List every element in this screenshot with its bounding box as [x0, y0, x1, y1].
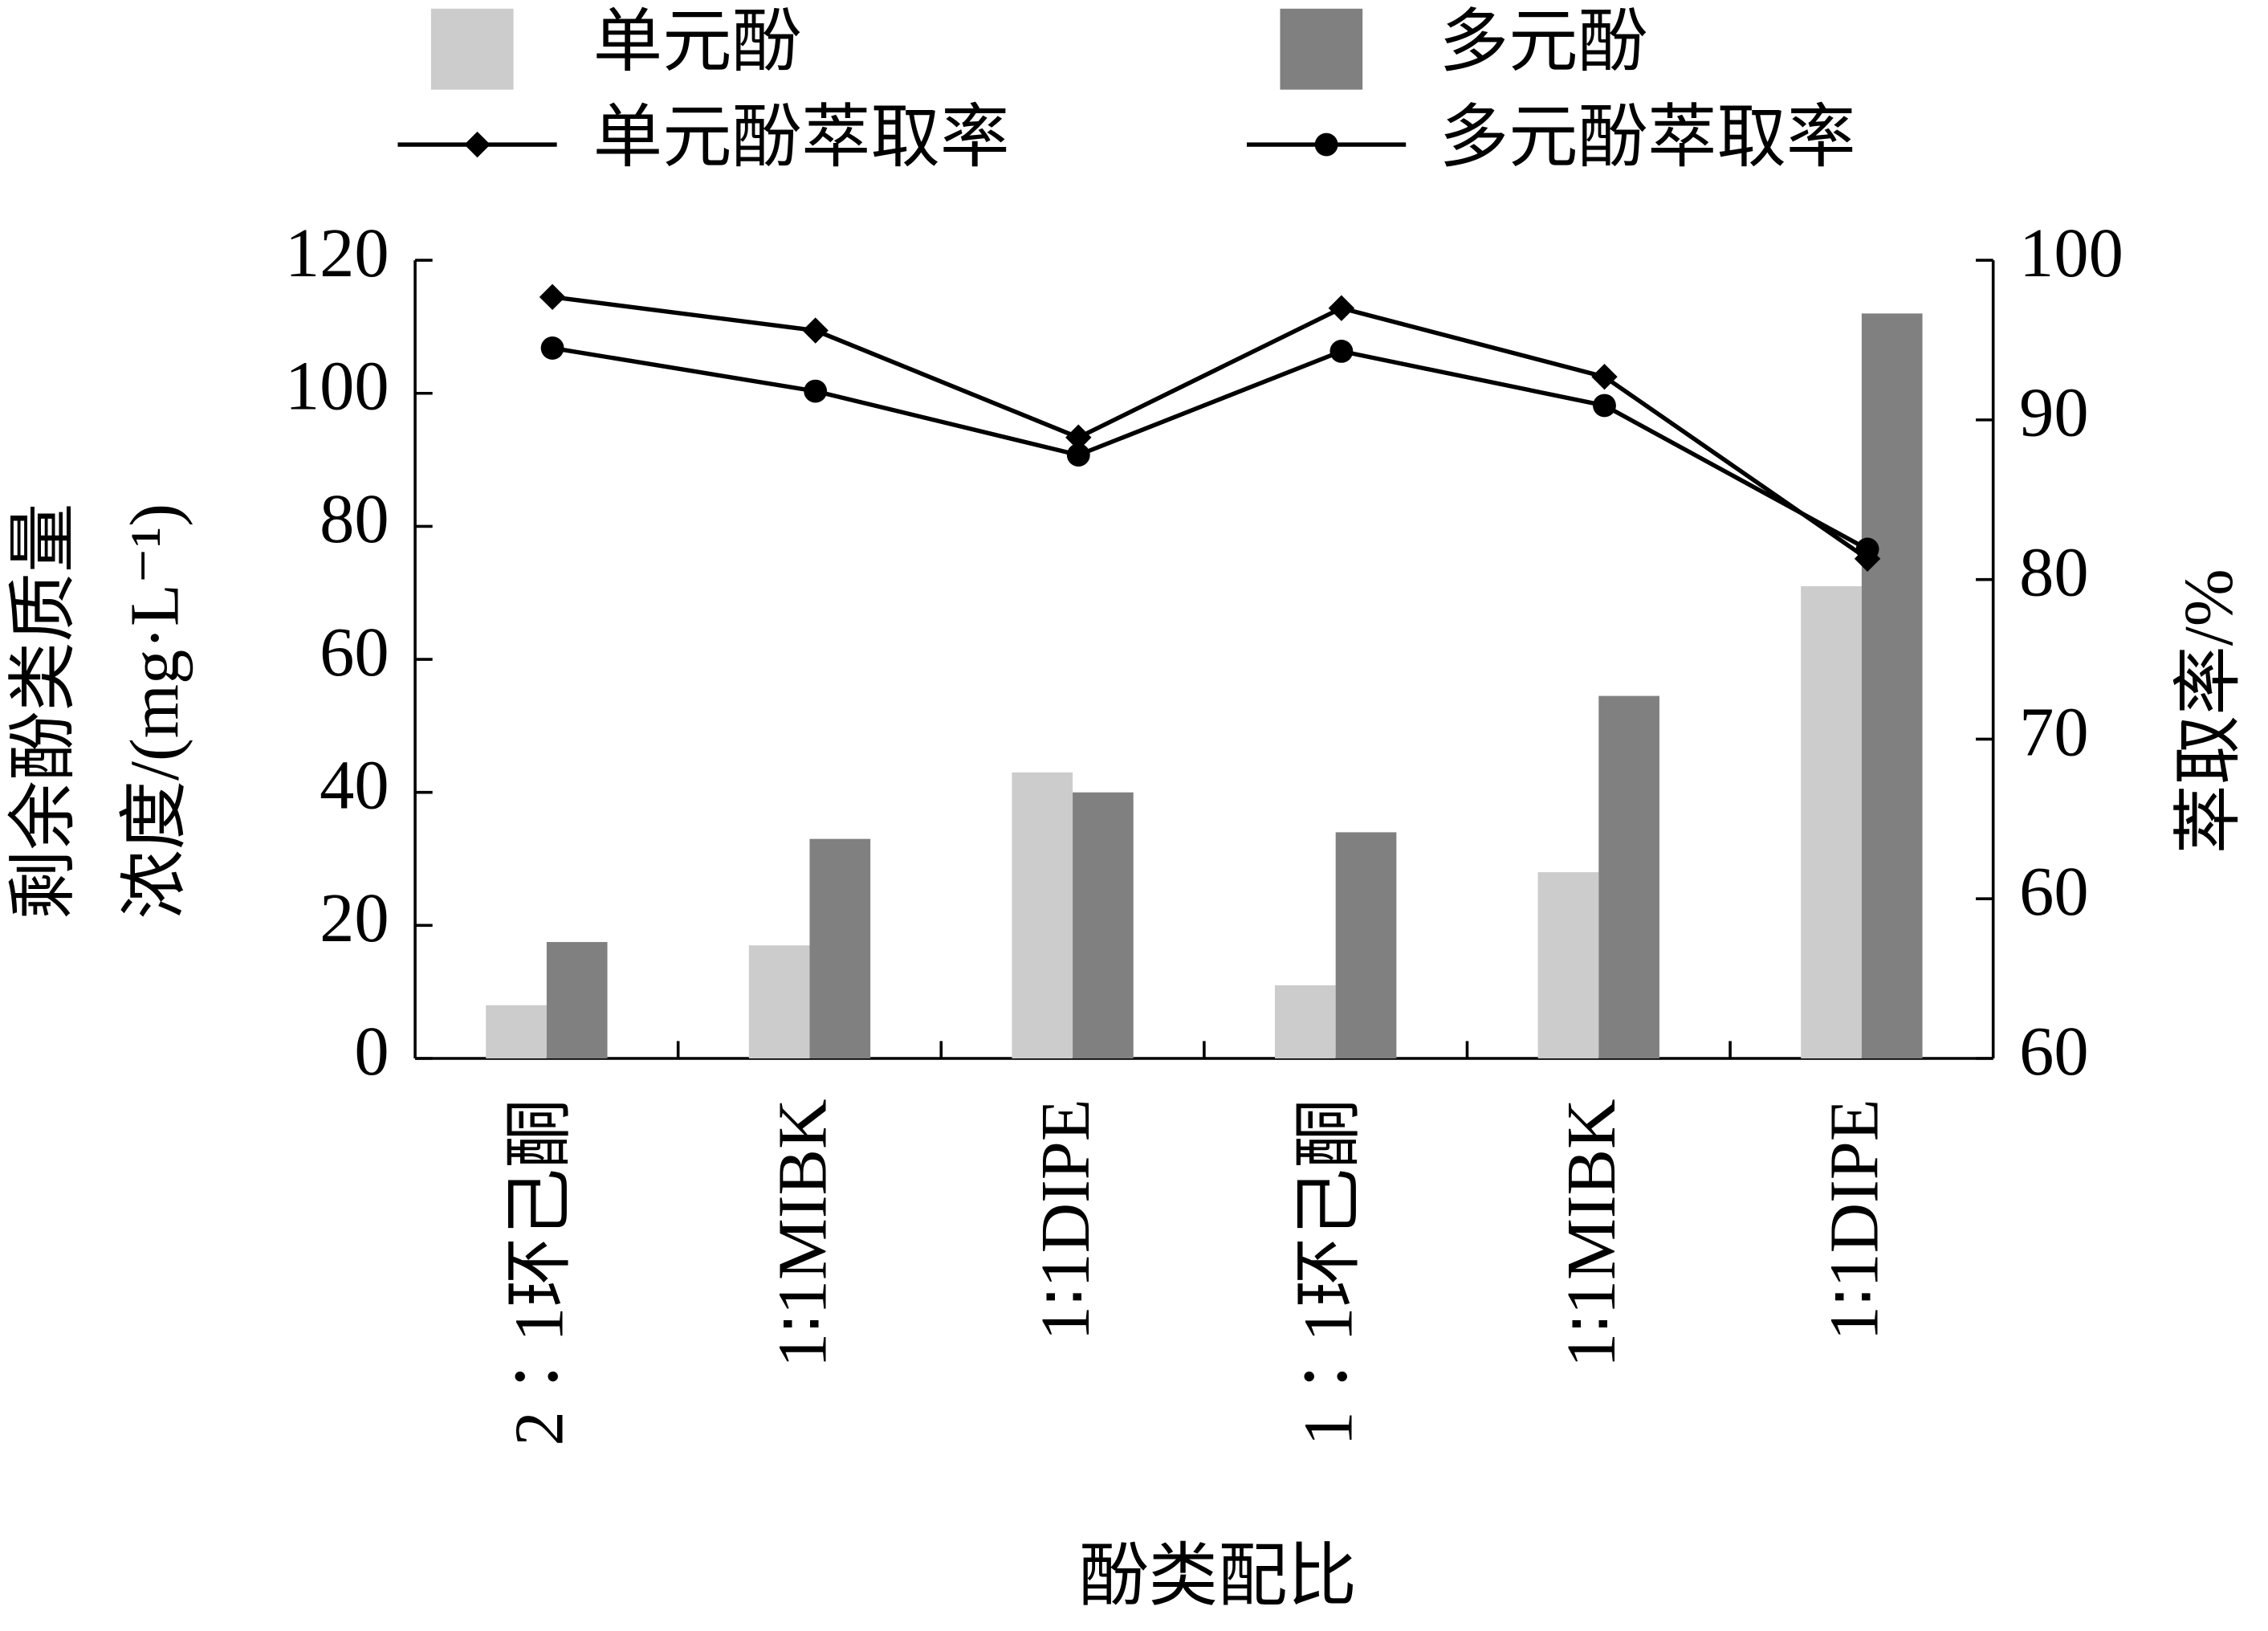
bar: [1012, 772, 1073, 1058]
point: [1855, 537, 1879, 561]
y-tick-label: 20: [320, 879, 389, 956]
bar: [1275, 985, 1336, 1058]
y-tick-label: 60: [320, 614, 389, 691]
x-axis-label: 酚类配比: [1079, 1537, 1357, 1614]
y-tick-label: 0: [354, 1013, 389, 1090]
y-axis-label: 剩余酚类质量: [5, 504, 82, 919]
legend-label: 单元酚: [593, 3, 801, 80]
x-tick-label: 1∶1DIPE: [1816, 1099, 1893, 1340]
bar: [1861, 313, 1923, 1058]
legend-swatch: [430, 8, 514, 90]
bar: [748, 945, 810, 1058]
line: [552, 345, 1869, 552]
y2-tick-label: 90: [2019, 374, 2088, 451]
x-tick-label: 1∶1MIBK: [763, 1099, 841, 1368]
y-tick-label: 40: [320, 747, 389, 824]
point: [1329, 339, 1354, 363]
bar: [809, 838, 871, 1058]
bar: [546, 942, 608, 1058]
y2-tick-label: 60: [2019, 1013, 2088, 1090]
legend-label: 多元酚: [1439, 3, 1647, 80]
point: [804, 379, 828, 403]
point: [1066, 443, 1090, 467]
bar: [1598, 695, 1659, 1058]
point: [539, 283, 566, 311]
legend-marker: [1314, 133, 1338, 157]
y2-axis-label: 萃取率/%: [2170, 569, 2247, 854]
y2-tick-label: 80: [2019, 534, 2088, 611]
bar: [1801, 585, 1862, 1058]
line: [552, 295, 1869, 561]
legend-swatch: [1280, 8, 1363, 90]
x-tick-label: 1∶1环己酮: [1290, 1099, 1367, 1445]
y-tick-label: 100: [285, 348, 389, 425]
x-tick-label: 2∶1环己酮: [501, 1099, 578, 1445]
bar: [1073, 792, 1134, 1058]
x-tick-label: 1∶1MIBK: [1553, 1099, 1630, 1368]
x-tick-label: 1∶1DIPE: [1027, 1099, 1104, 1340]
point: [1593, 393, 1616, 418]
point: [540, 336, 564, 360]
y-tick-label: 80: [320, 480, 389, 557]
bar: [1335, 832, 1397, 1058]
point: [802, 317, 829, 344]
bar: [486, 1005, 547, 1058]
bar: [1537, 872, 1599, 1058]
legend-label: 单元酚萃取率: [593, 99, 1010, 176]
y-axis-label: 浓度/(mg·L⁻¹): [116, 504, 193, 919]
point: [1591, 363, 1618, 390]
y2-tick-label: 60: [2019, 853, 2088, 930]
y2-tick-label: 100: [2019, 214, 2123, 292]
y-tick-label: 120: [285, 214, 389, 292]
y2-tick-label: 70: [2019, 693, 2088, 770]
legend-marker: [464, 131, 491, 158]
point: [1328, 295, 1355, 321]
legend-label: 多元酚萃取率: [1439, 99, 1856, 176]
